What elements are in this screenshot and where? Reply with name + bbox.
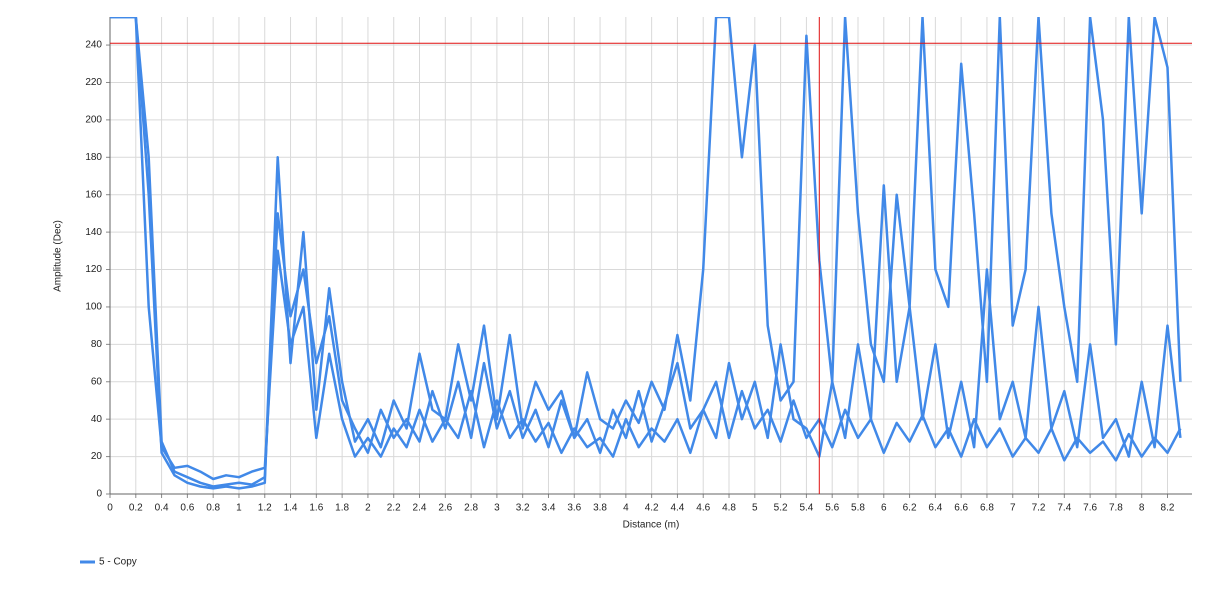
x-tick-label: 8 [1139,503,1145,514]
y-tick-label: 220 [85,77,102,88]
x-tick-label: 4.6 [696,503,710,514]
y-tick-label: 40 [91,414,103,425]
plot-area [110,17,1182,490]
x-tick-label: 3.4 [542,503,556,514]
x-axis-label: Distance (m) [623,520,680,531]
x-tick-label: 7.8 [1109,503,1123,514]
y-tick-label: 140 [85,227,102,238]
y-tick-label: 200 [85,115,102,126]
x-tick-label: 6.8 [980,503,994,514]
x-tick-label: 5.2 [774,503,788,514]
x-tick-label: 0 [107,503,113,514]
x-tick-label: 6 [881,503,887,514]
y-tick-label: 120 [85,264,102,275]
x-tick-label: 4 [623,503,629,514]
x-tick-label: 1.4 [284,503,298,514]
y-axis-label: Amplitude (Dec) [53,220,64,292]
y-tick-label: 100 [85,302,102,313]
data-line [110,17,1182,488]
x-tick-label: 2.8 [464,503,478,514]
x-tick-label: 3.2 [516,503,530,514]
x-tick-label: 4.2 [645,503,659,514]
x-tick-label: 2.4 [413,503,427,514]
x-tick-label: 3.6 [567,503,581,514]
x-tick-label: 0.2 [129,503,143,514]
x-tick-label: 5 [752,503,758,514]
x-tick-label: 3.8 [593,503,607,514]
y-tick-label: 160 [85,189,102,200]
y-tick-label: 60 [91,376,103,387]
y-tick-label: 240 [85,40,102,51]
x-tick-label: 7.6 [1083,503,1097,514]
x-tick-label: 0.8 [206,503,220,514]
legend-label: 5 - Copy [99,557,137,568]
x-tick-label: 0.6 [180,503,194,514]
x-tick-label: 7 [1010,503,1016,514]
x-tick-label: 6.2 [903,503,917,514]
x-tick-label: 3 [494,503,500,514]
data-line [110,17,1182,481]
x-tick-label: 7.2 [1032,503,1046,514]
x-tick-label: 2.2 [387,503,401,514]
x-tick-label: 7.4 [1057,503,1071,514]
legend-item: 5 - Copy [80,557,137,568]
x-tick-label: 8.2 [1161,503,1175,514]
y-tick-label: 20 [91,451,103,462]
x-tick-label: 1 [236,503,242,514]
x-tick-label: 1.6 [309,503,323,514]
x-tick-label: 4.4 [670,503,684,514]
y-tick-label: 0 [96,489,102,500]
x-tick-label: 2.6 [438,503,452,514]
x-tick-label: 5.8 [851,503,865,514]
x-tick-label: 1.2 [258,503,272,514]
x-tick-label: 0.4 [155,503,169,514]
x-tick-label: 1.8 [335,503,349,514]
x-tick-label: 5.4 [799,503,813,514]
x-tick-label: 6.6 [954,503,968,514]
x-tick-label: 4.8 [722,503,736,514]
x-tick-label: 2 [365,503,371,514]
x-tick-label: 5.6 [825,503,839,514]
y-tick-label: 80 [91,339,103,350]
x-tick-label: 6.4 [928,503,942,514]
y-tick-label: 180 [85,152,102,163]
